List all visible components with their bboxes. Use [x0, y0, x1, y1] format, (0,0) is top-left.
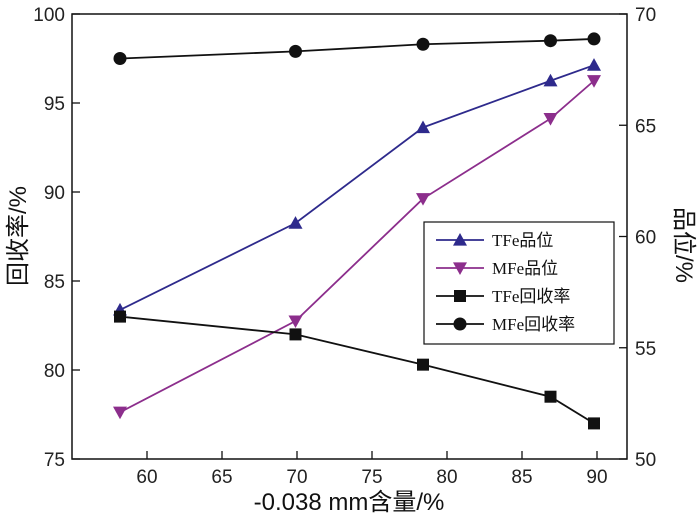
x-axis-title: -0.038 mm含量/%	[254, 489, 445, 516]
legend-marker	[453, 317, 467, 331]
data-point	[113, 52, 127, 65]
right-y-axis-title: 品位/%	[670, 207, 697, 283]
right-y-tick-label: 60	[635, 228, 656, 249]
left-y-tick-label: 80	[44, 361, 65, 382]
data-point	[416, 120, 430, 134]
data-point	[416, 193, 430, 206]
left-y-tick-label: 95	[44, 94, 65, 115]
series-3	[113, 32, 601, 65]
legend-label: TFe回收率	[492, 287, 570, 306]
x-tick-label: 85	[511, 467, 532, 488]
data-point	[114, 310, 126, 323]
right-y-axis-ticks: 50 55 60 65 70	[619, 5, 656, 471]
data-point	[417, 358, 429, 371]
legend-marker	[454, 290, 466, 302]
legend-label: TFe品位	[492, 231, 553, 250]
left-y-tick-label: 85	[44, 272, 65, 293]
data-point	[543, 73, 558, 87]
data-point	[289, 44, 302, 58]
data-point	[544, 390, 557, 403]
data-point	[288, 216, 303, 229]
data-point	[416, 37, 430, 51]
data-point	[588, 417, 600, 430]
legend: TFe品位 MFe品位 TFe回收率 MFe回收率	[423, 221, 615, 345]
left-y-tick-label: 75	[44, 450, 65, 471]
left-y-tick-label: 100	[33, 5, 65, 26]
x-tick-label: 65	[211, 467, 232, 488]
series-layer	[113, 32, 601, 430]
x-tick-label: 75	[361, 467, 382, 488]
left-y-axis-ticks: 75 80 85 90 95 100	[33, 5, 80, 471]
data-point	[288, 315, 303, 329]
data-point	[543, 112, 558, 126]
legend-marker	[453, 262, 467, 275]
x-tick-label: 70	[286, 467, 307, 488]
left-y-tick-label: 90	[44, 183, 65, 204]
series-1	[113, 75, 601, 420]
series-2	[114, 310, 600, 430]
right-y-tick-label: 50	[635, 450, 656, 471]
right-y-tick-label: 55	[635, 339, 656, 360]
x-tick-label: 90	[586, 467, 607, 488]
legend-marker	[453, 233, 467, 246]
data-point	[587, 32, 601, 46]
x-tick-label: 80	[436, 467, 457, 488]
data-point	[113, 406, 127, 420]
legend-label: MFe品位	[492, 259, 558, 278]
data-point	[544, 34, 557, 48]
right-y-tick-label: 65	[635, 116, 656, 137]
series-line	[119, 38, 595, 60]
data-point	[289, 328, 302, 341]
x-tick-label: 60	[136, 467, 157, 488]
data-point	[587, 75, 601, 88]
left-y-axis-title: 回收率/%	[5, 186, 32, 286]
legend-label: MFe回收率	[492, 315, 575, 334]
series-0	[113, 58, 601, 316]
x-axis-ticks: 60 65 70 75 80 85 90	[136, 451, 608, 488]
right-y-tick-label: 70	[635, 5, 656, 26]
data-point	[587, 58, 601, 71]
